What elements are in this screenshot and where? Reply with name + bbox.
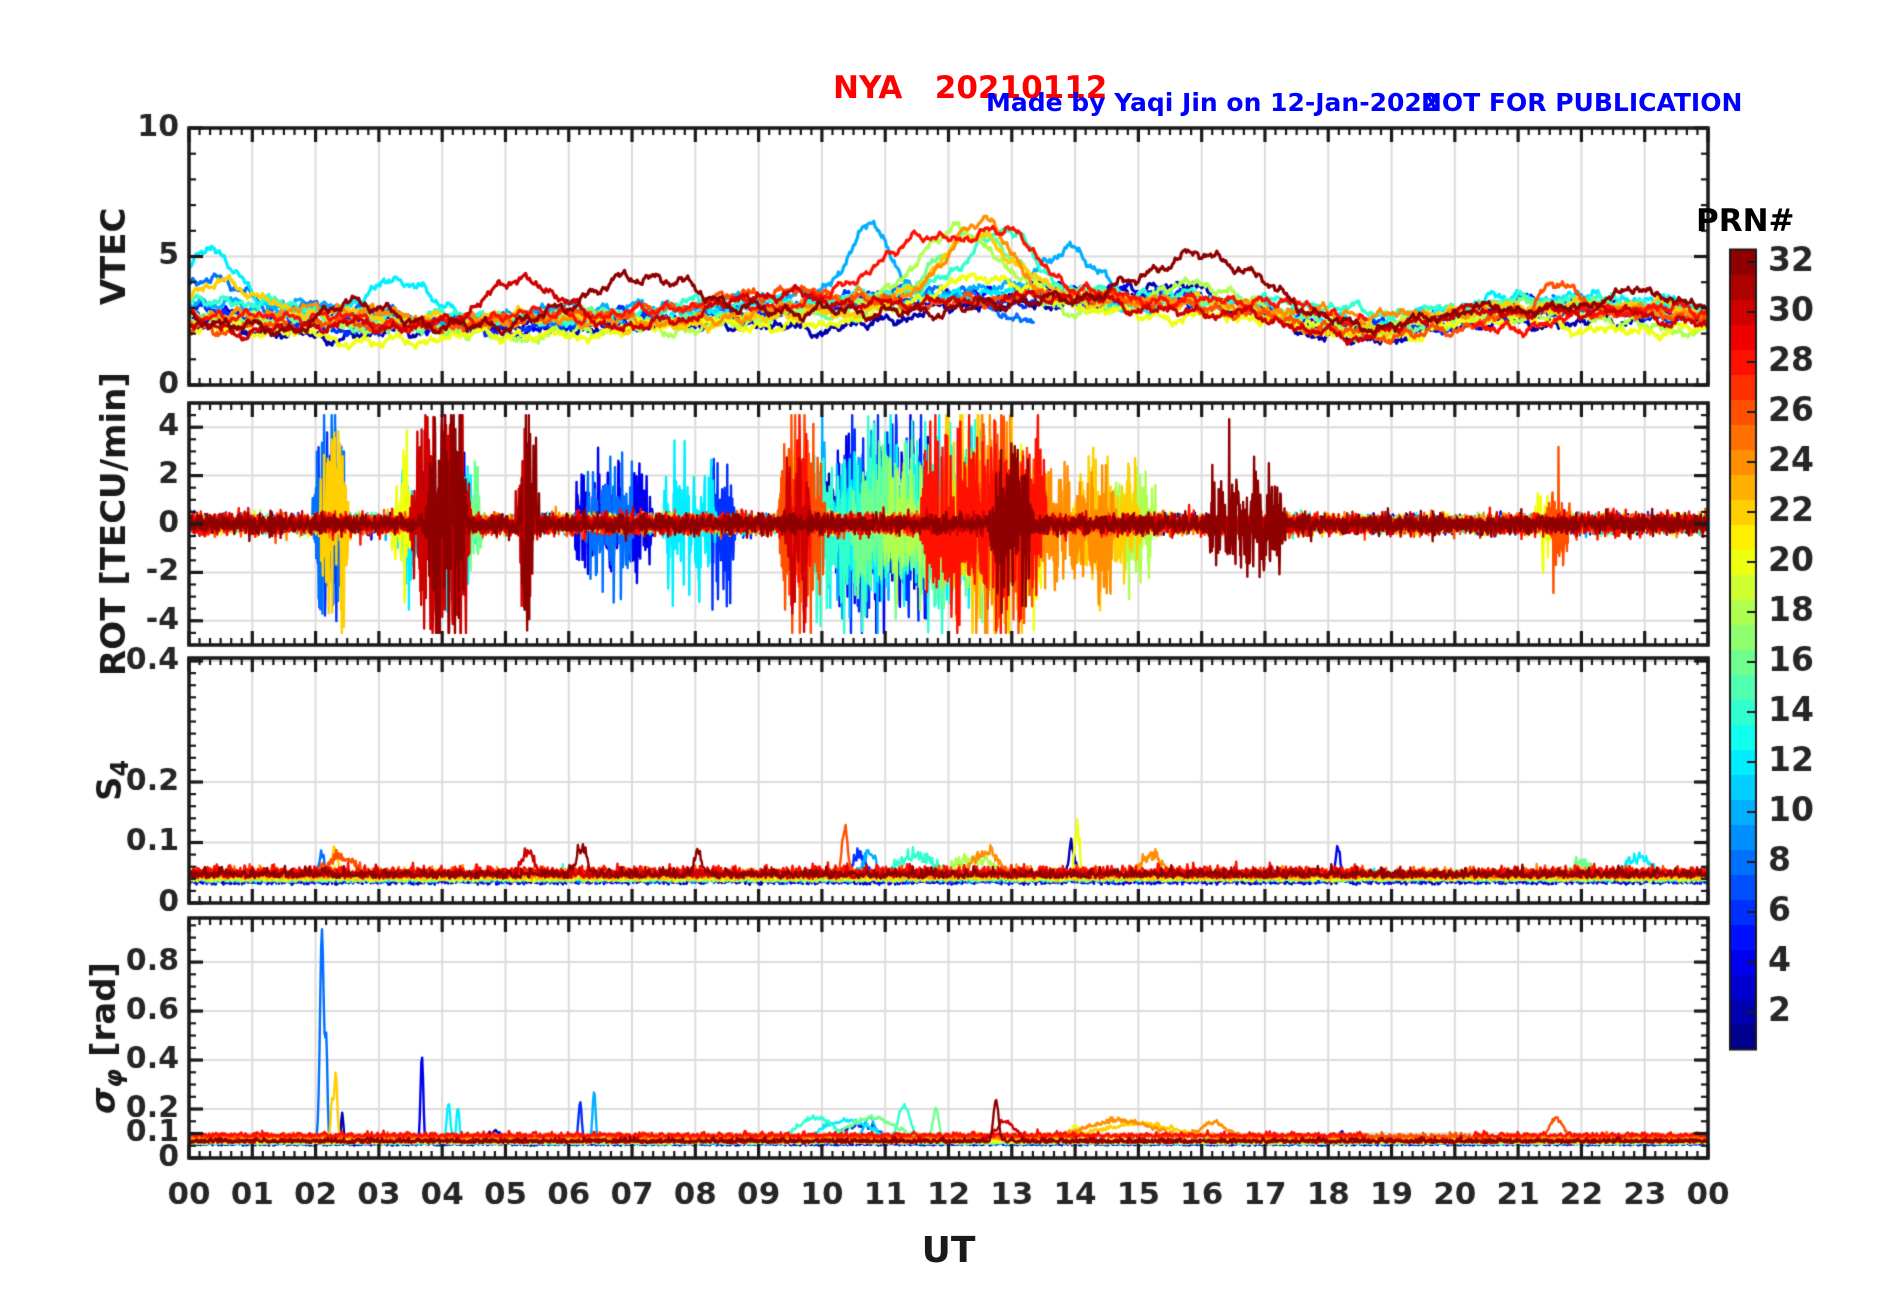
- x-axis-title: UT: [921, 1230, 976, 1271]
- publication-warning: NOT FOR PUBLICATION: [1421, 88, 1743, 117]
- credit-note: Made by Yaqi Jin on 12-Jan-2022: [986, 88, 1440, 117]
- page-title: NYA 20210112: [833, 70, 1108, 106]
- colorbar-title: PRN#: [1696, 203, 1795, 239]
